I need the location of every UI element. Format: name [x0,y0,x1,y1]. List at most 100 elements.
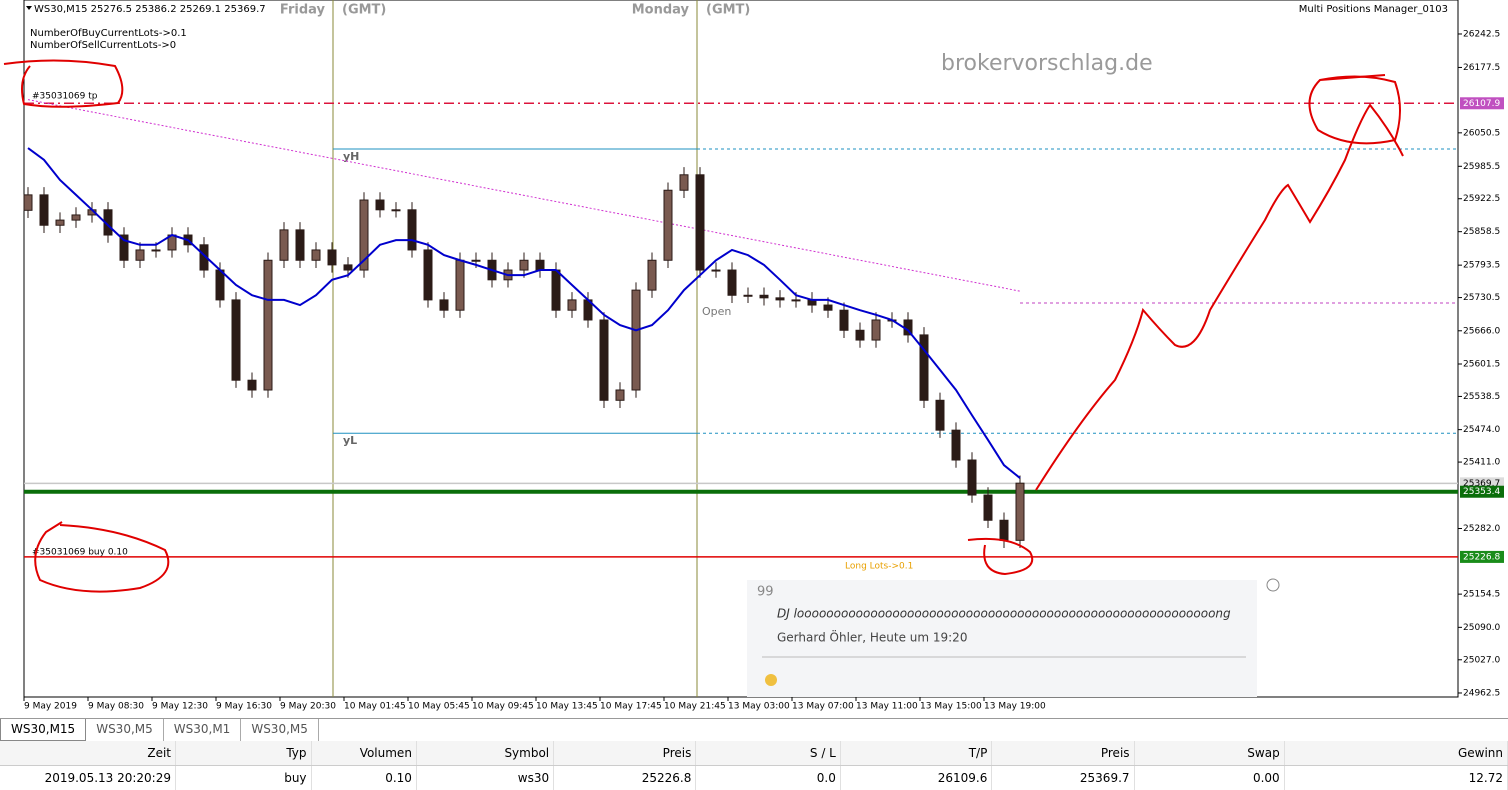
candle-body [72,215,80,220]
candle-body [600,320,608,400]
table-cell: 25226.8 [554,766,696,790]
candle-body [552,270,560,310]
open-label: Open [702,305,731,318]
candle-body [952,430,960,460]
buy-label: #35031069 buy 0.10 [32,548,128,558]
y-tick-label: 25858.5 [1463,227,1500,237]
symbol-info: WS30,M15 25276.5 25386.2 25269.1 25369.7 [34,4,266,15]
y-tick-label: 24962.5 [1463,688,1500,698]
comment-quote: 99 [757,585,774,600]
candle-body [728,270,736,295]
column-header: Typ [176,741,312,766]
y-tick-label: 25730.5 [1463,293,1500,303]
x-tick-label: 9 May 2019 [24,702,77,712]
candle-body [472,260,480,261]
y-tick-label: 25793.5 [1463,261,1500,271]
x-tick-label: 10 May 17:45 [600,702,662,712]
candle-body [632,290,640,390]
candle-body [792,300,800,301]
session-day: Monday [632,3,690,18]
y-tick-label: 25474.0 [1463,425,1500,435]
y-tick-label: 25666.0 [1463,326,1500,336]
tab[interactable]: WS30,M15 [0,719,86,741]
table-cell: 2019.05.13 20:20:29 [0,766,176,790]
candle-body [408,210,416,250]
candle-body [968,460,976,495]
candle-body [680,175,688,190]
table-cell: 12.72 [1284,766,1507,790]
candle-body [232,300,240,380]
candle-body [936,400,944,430]
y-tick-label: 25282.0 [1463,524,1500,534]
candle-body [344,265,352,270]
x-tick-label: 9 May 16:30 [216,702,272,712]
x-tick-label: 9 May 20:30 [280,702,336,712]
x-tick-label: 13 May 15:00 [920,702,982,712]
candle-body [40,195,48,225]
candle-body [568,300,576,310]
candle-body [536,260,544,270]
y-tick-label: 25922.5 [1463,194,1500,204]
candle-body [24,195,32,210]
candle-body [152,250,160,251]
x-tick-label: 13 May 07:00 [792,702,854,712]
table-cell: ws30 [416,766,553,790]
tp-label: #35031069 tp [32,92,98,102]
x-tick-label: 13 May 03:00 [728,702,790,712]
chart: WS30,M15 25276.5 25386.2 25269.1 25369.7… [0,0,1508,718]
x-tick-label: 10 May 09:45 [472,702,534,712]
candle-body [696,175,704,270]
y-tick-label: 25601.5 [1463,359,1500,369]
y-tick-label: 25985.5 [1463,162,1500,172]
yl-label: yL [343,434,357,447]
candle-body [760,295,768,298]
candle-body [264,260,272,390]
table-cell: 25369.7 [992,766,1134,790]
candle-body [712,270,720,271]
column-header: Zeit [0,741,176,766]
buy-lots: NumberOfBuyCurrentLots->0.1 [30,28,187,39]
x-tick-label: 10 May 21:45 [664,702,726,712]
candle-body [248,380,256,390]
candle-body [520,260,528,270]
table-cell: 0.0 [696,766,841,790]
candle-body [56,220,64,225]
x-tick-label: 9 May 08:30 [88,702,144,712]
candle-body [744,295,752,296]
tab[interactable]: WS30,M1 [164,719,242,741]
table-cell: 0.00 [1134,766,1284,790]
candle-body [456,260,464,310]
table-cell: buy [176,766,312,790]
emoji-icon[interactable] [765,674,777,686]
candle-body [824,305,832,310]
tab[interactable]: WS30,M5 [241,719,319,741]
column-header: Preis [992,741,1134,766]
candle-body [376,200,384,210]
session-tz: (GMT) [342,3,386,18]
y-tick-label: 25411.0 [1463,458,1500,468]
candle-body [280,230,288,260]
x-tick-label: 13 May 19:00 [984,702,1046,712]
candle-body [440,300,448,310]
tab[interactable]: WS30,M5 [86,719,164,741]
y-tick-label: 25154.5 [1463,590,1500,600]
candle-body [1000,520,1008,540]
sell-lots: NumberOfSellCurrentLots->0 [30,40,176,51]
candle-body [872,320,880,340]
y-tick-label: 26177.5 [1463,63,1500,73]
candle-body [920,335,928,400]
y-tick-label: 25027.0 [1463,655,1500,665]
x-tick-label: 10 May 13:45 [536,702,598,712]
candle-body [296,230,304,260]
candle-body [216,270,224,300]
column-header: S / L [696,741,841,766]
candle-body [616,390,624,400]
y-tick-label: 26242.5 [1463,29,1500,39]
candle-body [136,250,144,260]
column-header: Symbol [416,741,553,766]
column-header: Swap [1134,741,1284,766]
